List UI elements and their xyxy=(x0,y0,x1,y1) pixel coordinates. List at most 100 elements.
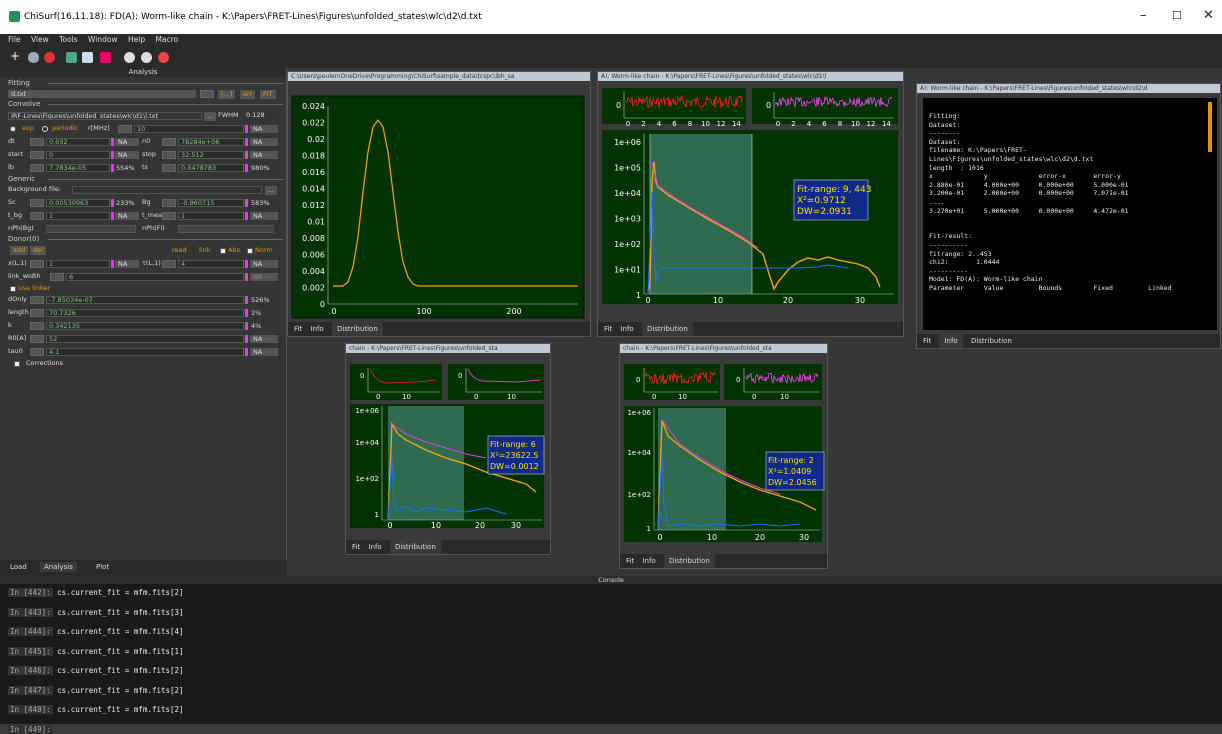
menu-help[interactable]: Help xyxy=(128,35,146,44)
open-icon[interactable] xyxy=(28,52,39,63)
r0-spin[interactable] xyxy=(30,335,44,343)
n0-field[interactable]: 78284e+06 xyxy=(178,138,244,146)
link-width-field[interactable]: 6 xyxy=(66,273,244,281)
info-text-area[interactable]: Fitting: Dataset: -------- Dataset: file… xyxy=(923,98,1217,330)
tab-analysis[interactable]: Analysis xyxy=(40,562,77,572)
tab-load[interactable]: Load xyxy=(10,563,27,571)
dataset-spin[interactable] xyxy=(200,90,214,98)
sc-field[interactable]: 0.00530963 xyxy=(46,199,110,207)
d1-tab-distribution[interactable]: Distribution xyxy=(641,322,693,336)
dt-field[interactable]: 0.032 xyxy=(46,138,110,146)
s2-tab-info[interactable]: Info xyxy=(642,557,656,565)
corrections-checkbox[interactable] xyxy=(14,361,20,367)
s1-tab-fit[interactable]: Fit xyxy=(352,543,361,551)
small1-plot[interactable]: 0 0 10 10 0 0 1e+06 1e+04 1e+02 1 0 10 20 30 F… xyxy=(346,354,550,540)
tau0-spin[interactable] xyxy=(30,348,44,356)
d1-tab-fit[interactable]: Fit xyxy=(604,325,613,333)
tbg-field[interactable]: 1 xyxy=(46,212,110,220)
info-tab-distribution[interactable]: Distribution xyxy=(970,337,1012,345)
small-fit-window-2[interactable]: chain - K:\Papers\FRET-Lines\Figures\unf… xyxy=(619,343,828,569)
info-tab-fit[interactable]: Fit xyxy=(923,337,932,345)
tl1-field[interactable]: 4 xyxy=(178,260,244,268)
xl1-spin[interactable] xyxy=(30,260,44,268)
menu-macro[interactable]: Macro xyxy=(155,35,179,44)
tbg-spin[interactable] xyxy=(30,212,44,220)
length-field[interactable]: 70.7326 xyxy=(46,309,244,317)
norm-checkbox[interactable] xyxy=(247,248,253,254)
dots-button[interactable]: [...] xyxy=(218,90,236,99)
small2-plot[interactable]: 0 0 0 10 0 10 1e+06 1e+04 1e+02 1 0 10 20 30 F… xyxy=(620,354,827,554)
info-window[interactable]: A): Worm-like chain - K:\Papers\FRET-Lin… xyxy=(916,83,1221,349)
close-button[interactable]: ✕ xyxy=(1203,8,1214,23)
n0-spin[interactable] xyxy=(162,138,176,146)
small-fit-window-1[interactable]: chain - K:\Papers\FRET-Lines\Figures\unf… xyxy=(345,343,551,555)
ts-spin[interactable] xyxy=(162,164,176,172)
r0-field[interactable]: 52 xyxy=(46,335,244,343)
console-panel[interactable]: Console In [442]: cs.current_fit = mfm.f… xyxy=(0,576,1222,734)
irf-tab-fit[interactable]: Fit xyxy=(294,325,303,333)
rmhz-spin[interactable] xyxy=(118,125,132,133)
start-field[interactable]: 0 xyxy=(46,151,110,159)
bg-file-browse[interactable]: ... xyxy=(265,186,278,195)
tl1-spin[interactable] xyxy=(162,260,176,268)
length-spin[interactable] xyxy=(30,309,44,317)
wlc-d1-plot[interactable]: 0 0 0 2 4 6 8 10 12 14 0 2 4 6 8 10 12 14 1e+061e+051e… xyxy=(598,82,903,322)
circle-2-icon[interactable] xyxy=(141,52,152,63)
irf-browse-button[interactable]: ... xyxy=(204,112,217,121)
dataset-select[interactable]: d.txt xyxy=(8,90,196,98)
fit-button[interactable]: FIT xyxy=(260,90,276,99)
donly-field[interactable]: -7.85034e-07 xyxy=(46,296,244,304)
xl1-field[interactable]: 1 xyxy=(46,260,110,268)
menu-view[interactable]: View xyxy=(30,35,49,44)
record-icon[interactable] xyxy=(158,52,169,63)
stop-spin[interactable] xyxy=(162,151,176,159)
maximize-button[interactable]: ☐ xyxy=(1172,9,1182,22)
periodic-radio[interactable] xyxy=(42,126,48,132)
pen-icon[interactable] xyxy=(82,52,93,63)
tab-plot[interactable]: Plot xyxy=(96,563,110,571)
info-scrollbar[interactable] xyxy=(1208,102,1212,152)
rmhz-field[interactable]: 10 xyxy=(134,125,244,133)
menu-file[interactable]: File xyxy=(8,35,21,44)
add-icon[interactable]: + xyxy=(10,49,21,63)
abs-checkbox[interactable] xyxy=(220,248,226,254)
wlc-d1-window[interactable]: A): Worm-like chain - K:\Papers\FRET-Lin… xyxy=(597,71,904,337)
k-spin[interactable] xyxy=(30,322,44,330)
add-button[interactable]: add xyxy=(10,246,29,255)
sc-spin[interactable] xyxy=(30,199,44,207)
irf-tab-distribution[interactable]: Distribution xyxy=(331,322,383,336)
stop-icon[interactable] xyxy=(44,52,55,63)
bg-file-field[interactable] xyxy=(72,186,262,194)
read-button[interactable]: read xyxy=(172,246,187,254)
k-field[interactable]: 0.342135 xyxy=(46,322,244,330)
start-spin[interactable] xyxy=(30,151,44,159)
link-button[interactable]: link xyxy=(199,246,211,254)
irf-plot[interactable]: 0.024 0.022 0.02 0.018 0.016 0.014 0.012 0.01 0.… xyxy=(288,82,590,322)
s2-tab-distribution[interactable]: Distribution xyxy=(663,554,715,568)
use-linker-checkbox[interactable] xyxy=(10,286,16,292)
irf-path-field[interactable]: IRF-Lines\Figures\unfolded_states\wlc\d1… xyxy=(8,112,202,120)
link-width-spin[interactable] xyxy=(50,273,64,281)
grid-icon[interactable] xyxy=(66,52,77,63)
lb-spin[interactable] xyxy=(30,164,44,172)
stop-field[interactable]: 32.512 xyxy=(178,151,244,159)
s1-tab-info[interactable]: Info xyxy=(368,543,382,551)
dt-spin[interactable] xyxy=(30,138,44,146)
s2-tab-fit[interactable]: Fit xyxy=(626,557,635,565)
donly-spin[interactable] xyxy=(30,296,44,304)
ts-field[interactable]: 0.0478783 xyxy=(178,164,244,172)
tau0-field[interactable]: 4.1 xyxy=(46,348,244,356)
s1-tab-distribution[interactable]: Distribution xyxy=(389,540,441,554)
menu-window[interactable]: Window xyxy=(88,35,118,44)
exp-radio[interactable] xyxy=(10,126,16,132)
tmeas-field[interactable]: 1 xyxy=(178,212,244,220)
minimize-button[interactable]: – xyxy=(1140,8,1147,23)
circle-1-icon[interactable] xyxy=(124,52,135,63)
irf-tab-info[interactable]: Info xyxy=(310,325,324,333)
tmeas-spin[interactable] xyxy=(162,212,176,220)
lb-field[interactable]: 7.7834e-05 xyxy=(46,164,110,172)
info-tab-info[interactable]: Info xyxy=(939,334,963,348)
bg-spin[interactable] xyxy=(162,199,176,207)
bg-field[interactable]: -0.960715 xyxy=(178,199,244,207)
d1-tab-info[interactable]: Info xyxy=(620,325,634,333)
